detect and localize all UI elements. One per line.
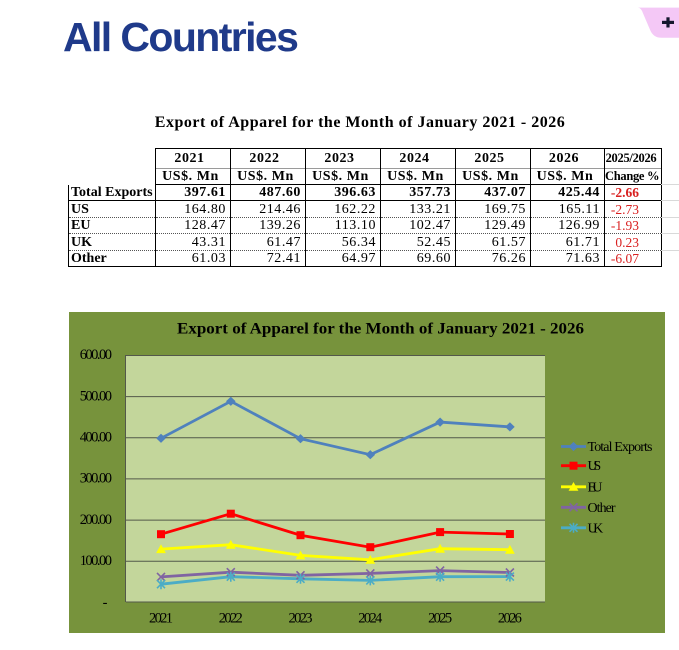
svg-text:UK: UK — [588, 521, 604, 536]
svg-text:EU: EU — [588, 480, 603, 495]
svg-text:400.00: 400.00 — [80, 429, 112, 445]
svg-text:Total Exports: Total Exports — [588, 440, 653, 455]
svg-text:2022: 2022 — [219, 611, 243, 627]
svg-text:200.00: 200.00 — [80, 512, 112, 528]
svg-text:300.00: 300.00 — [80, 471, 112, 487]
svg-text:600.00: 600.00 — [80, 347, 112, 363]
svg-text:2026: 2026 — [498, 611, 522, 627]
svg-text:100.00: 100.00 — [80, 553, 112, 569]
svg-text:-: - — [103, 595, 108, 611]
svg-text:Other: Other — [588, 501, 616, 516]
svg-text:500.00: 500.00 — [80, 388, 112, 404]
svg-text:US: US — [588, 459, 602, 474]
svg-text:2023: 2023 — [289, 611, 313, 627]
svg-text:Export of Apparel for the Mont: Export of Apparel for the Month of Janua… — [177, 321, 584, 338]
svg-text:2021: 2021 — [149, 611, 173, 627]
svg-text:2025: 2025 — [428, 611, 452, 627]
svg-text:2024: 2024 — [358, 611, 383, 627]
